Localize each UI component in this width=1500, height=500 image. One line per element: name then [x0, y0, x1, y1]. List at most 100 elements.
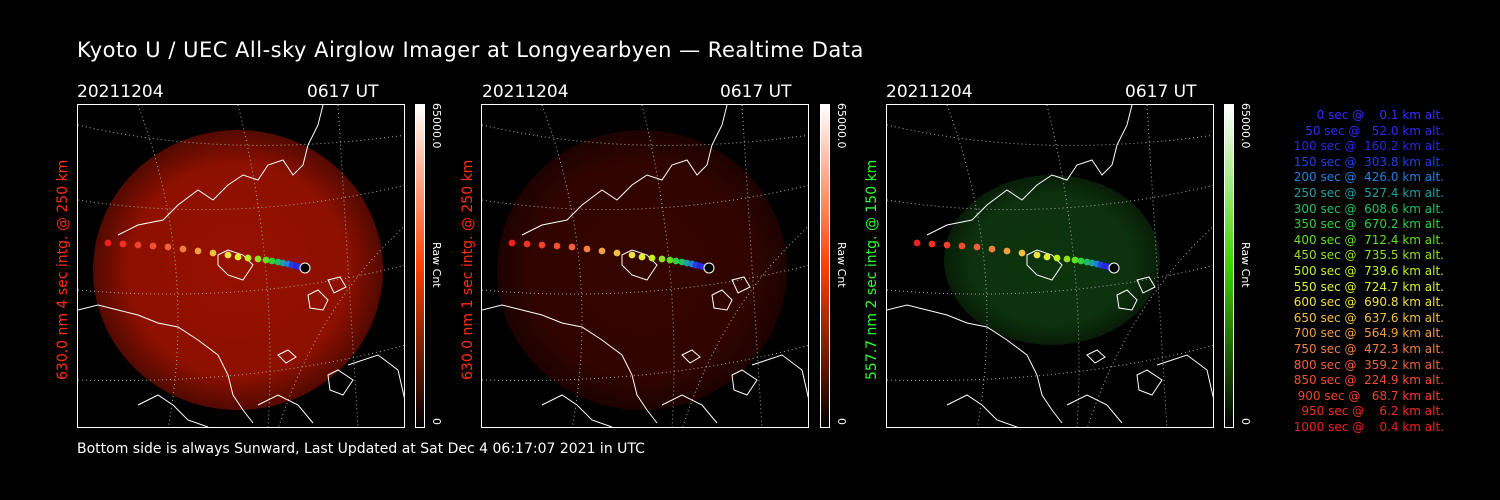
trajectory-point: [1003, 247, 1011, 255]
trajectory-point: [638, 253, 646, 261]
trajectory-point: [943, 241, 951, 249]
coastline: [347, 354, 404, 399]
trajectory-point: [1071, 256, 1079, 264]
trajectory-point: [628, 251, 636, 259]
coastline: [1156, 354, 1213, 399]
launch-site-marker: [299, 262, 311, 274]
trajectory-point: [262, 256, 270, 264]
trajectory-point: [254, 255, 262, 263]
coastline: [1136, 369, 1163, 396]
grid-line: [887, 345, 1213, 382]
grid-line: [482, 264, 808, 295]
coastline: [1136, 276, 1156, 294]
grid-line: [78, 124, 404, 146]
panel-1-cbar-max: 65000.0: [430, 103, 443, 149]
trajectory-point: [1043, 253, 1051, 261]
panel-2-cbar-max: 65000.0: [835, 103, 848, 149]
coastline: [946, 394, 1018, 427]
coastline: [1086, 349, 1106, 364]
legend-entry: 350 sec @ 670.2 km alt.: [1289, 217, 1444, 232]
trajectory-point: [583, 245, 591, 253]
coastline: [78, 304, 254, 424]
legend-entry: 400 sec @ 712.4 km alt.: [1289, 232, 1444, 247]
coastline: [681, 349, 701, 364]
legend-entry: 50 sec @ 52.0 km alt.: [1297, 123, 1444, 138]
grid-line: [541, 105, 583, 427]
trajectory-point: [1053, 254, 1061, 262]
trajectory-point: [568, 243, 576, 251]
panel-1-colorbar: [415, 104, 425, 428]
trajectory-point: [209, 249, 217, 257]
panel-1-date: 20211204: [77, 82, 164, 102]
trajectory-point: [119, 240, 127, 248]
page-title: Kyoto U / UEC All-sky Airglow Imager at …: [77, 38, 864, 62]
panel-1-cbar-min: 0: [430, 418, 443, 425]
panel-2-cbar-min: 0: [835, 418, 848, 425]
trajectory-point: [553, 242, 561, 250]
coastline: [887, 304, 1063, 424]
coastline: [1066, 394, 1123, 424]
grid-line: [78, 345, 404, 382]
grid-line: [887, 124, 1213, 146]
coastline: [731, 276, 751, 294]
legend-entry: 450 sec @ 735.5 km alt.: [1289, 248, 1444, 263]
trajectory-point: [973, 243, 981, 251]
trajectory-point: [224, 251, 232, 259]
panel-2-date: 20211204: [482, 82, 569, 102]
panel-1-cbar-title: Raw Cnt: [430, 242, 443, 288]
trajectory-point: [538, 241, 546, 249]
grid-line: [482, 124, 808, 146]
trajectory-point: [164, 243, 172, 251]
trajectory-point: [988, 245, 996, 253]
trajectory-point: [648, 254, 656, 262]
trajectory-point: [1063, 255, 1071, 263]
coastline: [217, 249, 254, 281]
launch-site-marker: [703, 262, 715, 274]
coastline: [117, 105, 324, 236]
panel-2-image: [481, 104, 809, 428]
grid-line: [78, 264, 404, 295]
grid-line: [887, 264, 1213, 295]
trajectory-point: [268, 257, 276, 265]
trajectory-point: [666, 256, 674, 264]
coastline: [661, 394, 718, 424]
legend-entry: 900 sec @ 68.7 km alt.: [1293, 388, 1444, 403]
grid-line: [137, 105, 179, 427]
legend-entry: 700 sec @ 564.9 km alt.: [1289, 326, 1444, 341]
coastline: [137, 394, 209, 427]
trajectory-point: [1033, 251, 1041, 259]
trajectory-point: [134, 241, 142, 249]
airglow-image: [944, 175, 1160, 345]
panel-3-cbar-title: Raw Cnt: [1239, 242, 1252, 288]
legend-entry: 500 sec @ 739.6 km alt.: [1289, 263, 1444, 278]
trajectory-point: [613, 249, 621, 257]
panel-1-time: 0617 UT: [307, 82, 379, 102]
grid-line: [946, 105, 988, 427]
allsky-map: [78, 105, 404, 427]
trajectory-point: [598, 247, 606, 255]
coastline: [327, 369, 354, 396]
legend-entry: 300 sec @ 608.6 km alt.: [1289, 201, 1444, 216]
coastline: [327, 276, 347, 294]
coastline: [277, 349, 297, 364]
legend-entry: 150 sec @ 303.8 km alt.: [1289, 154, 1444, 169]
coastline: [521, 105, 728, 236]
panel-3-cbar-min: 0: [1239, 418, 1252, 425]
coastline: [1026, 249, 1063, 281]
coastline: [711, 289, 733, 311]
panel-2-time: 0617 UT: [720, 82, 792, 102]
trajectory-point: [149, 242, 157, 250]
footer-status: Bottom side is always Sunward, Last Upda…: [77, 441, 645, 457]
trajectory-point: [234, 253, 242, 261]
panel-2-ylabel: 630.0 nm 1 sec intg. @ 250 km: [460, 159, 476, 380]
legend-entry: 800 sec @ 359.2 km alt.: [1289, 357, 1444, 372]
coastline: [307, 289, 329, 311]
legend-entry: 200 sec @ 426.0 km alt.: [1289, 170, 1444, 185]
legend-entry: 550 sec @ 724.7 km alt.: [1289, 279, 1444, 294]
panel-3-cbar-max: 65000.0: [1239, 103, 1252, 149]
trajectory-point: [672, 257, 680, 265]
legend-entry: 750 sec @ 472.3 km alt.: [1289, 341, 1444, 356]
coastline: [751, 354, 808, 399]
trajectory-point: [658, 255, 666, 263]
panel-3-time: 0617 UT: [1125, 82, 1197, 102]
